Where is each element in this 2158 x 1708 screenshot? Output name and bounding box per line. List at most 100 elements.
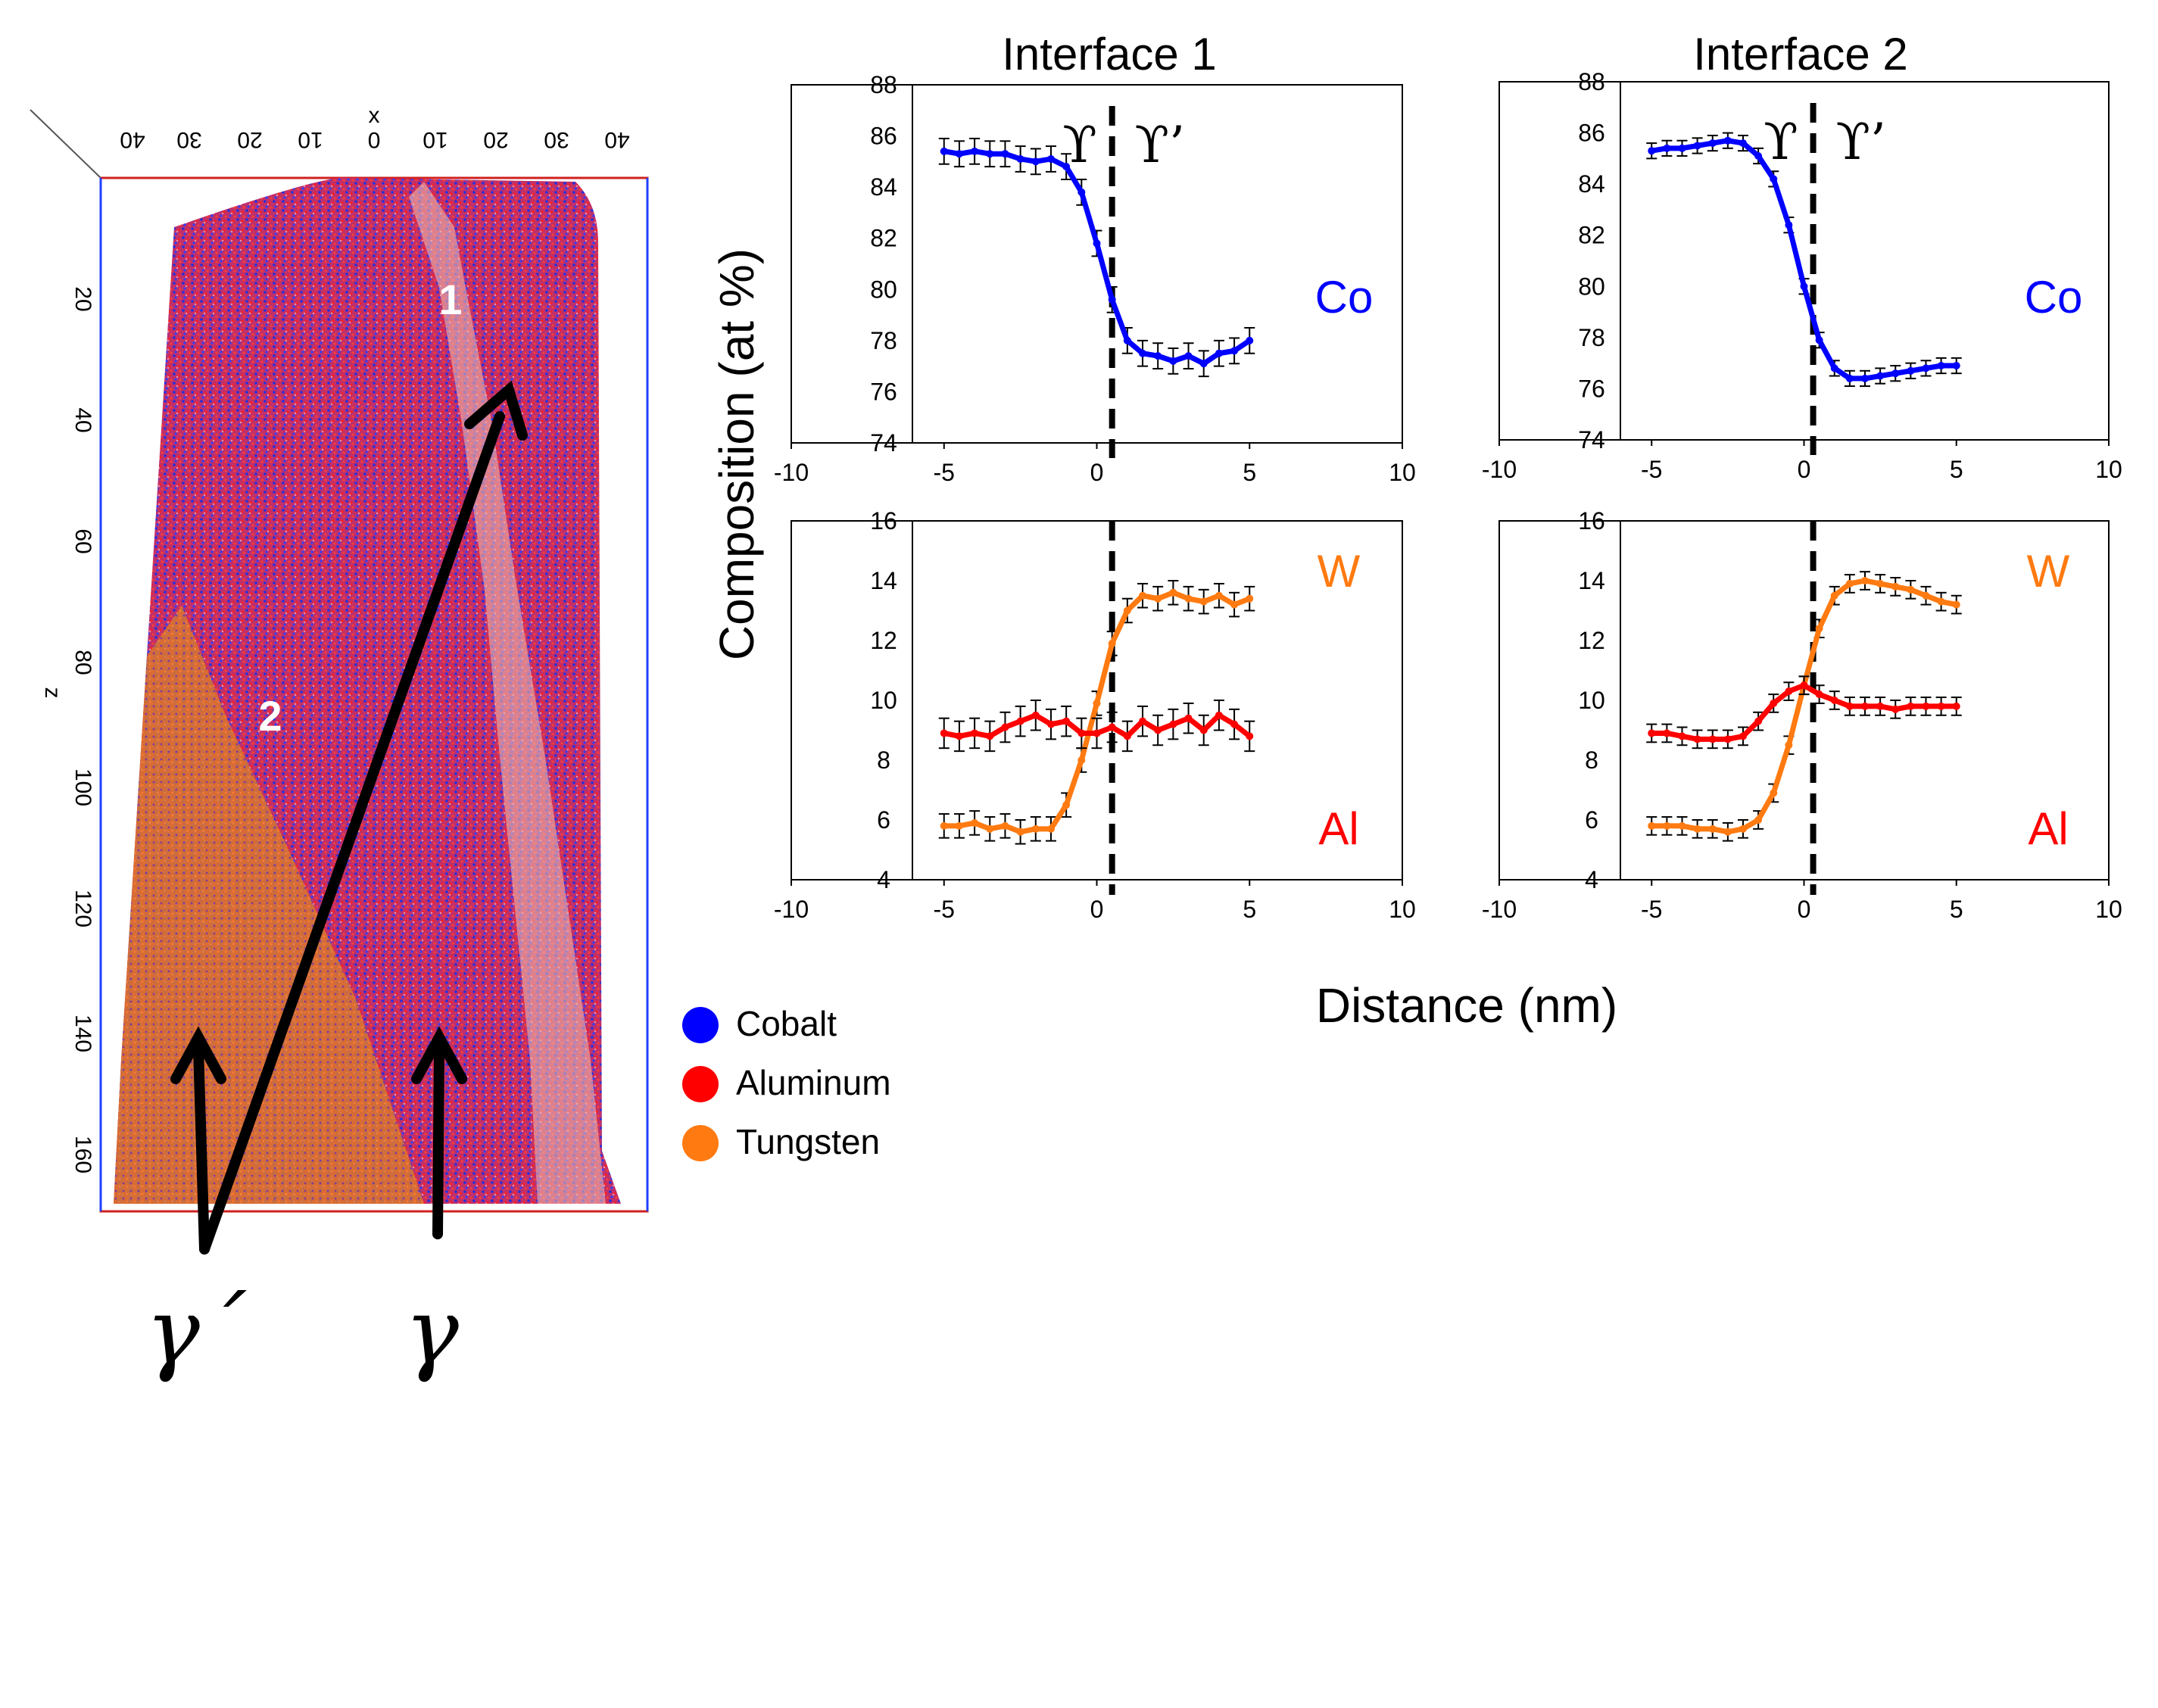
- gamma-phase-label: γ: [404, 1279, 459, 1385]
- recon-z-tick-label: 160: [70, 1136, 95, 1173]
- gamma-prime-phase-label: γ´: [145, 1279, 247, 1385]
- data-point: [1907, 702, 1915, 710]
- gamma-arrowhead: [411, 1026, 467, 1084]
- data-point: [1215, 349, 1223, 357]
- data-point: [1845, 579, 1854, 588]
- series-al: [1646, 675, 1962, 750]
- x-tick-label: 10: [2095, 456, 2122, 483]
- atom-map-reconstruction: x 40 30 20 10 0 10 20 30 40 z 204060801001201401…: [30, 103, 649, 1385]
- recon-z-tick-label: 100: [70, 768, 95, 806]
- series-line-co: [1651, 138, 1957, 382]
- y-tick-label: 84: [1578, 170, 1605, 198]
- x-tick-label: 10: [2095, 896, 2122, 923]
- y-tick-label: 82: [870, 225, 897, 252]
- shared-x-axis-label: Distance (nm): [1316, 978, 1617, 1033]
- data-point: [971, 147, 979, 155]
- data-point: [1001, 150, 1009, 158]
- y-tick-label: 12: [1578, 627, 1605, 654]
- data-point: [1199, 726, 1208, 734]
- data-point: [1693, 142, 1701, 150]
- data-point: [1077, 756, 1086, 764]
- data-point: [1845, 374, 1854, 382]
- data-point: [1891, 582, 1900, 591]
- data-point: [1693, 824, 1701, 833]
- recon-x-tick-label: 30: [176, 127, 201, 152]
- x-tick-label: 5: [1950, 456, 1963, 483]
- data-point: [1108, 723, 1116, 731]
- data-point: [1154, 352, 1162, 360]
- recon-z-tick-label: 120: [70, 890, 95, 927]
- data-point: [1215, 711, 1223, 719]
- y-tick-label: 86: [870, 123, 897, 150]
- data-point: [1785, 741, 1793, 750]
- data-point: [1708, 824, 1717, 833]
- recon-x-ticks: 40 30 20 10 0 10 20 30 40: [120, 127, 629, 152]
- interface-2-co-panel: 74 76 78 80 82 84 86 88 -10 -5 0 5 10 ϒ ϒ’ Co: [1482, 68, 2122, 483]
- data-point: [1770, 789, 1778, 797]
- data-point: [1937, 597, 1945, 606]
- data-point: [1739, 824, 1747, 833]
- shared-y-axis-label: Composition (at %): [709, 248, 764, 660]
- y-tick-label: 78: [870, 327, 897, 354]
- data-point: [1907, 366, 1915, 375]
- data-point: [1708, 139, 1717, 148]
- data-point: [1154, 594, 1162, 603]
- data-point: [955, 821, 963, 830]
- series-al: [938, 700, 1255, 753]
- data-point: [1815, 336, 1823, 344]
- y-tick-label: 12: [870, 627, 897, 654]
- data-point: [1046, 824, 1055, 833]
- y-tick-label: 76: [870, 378, 897, 405]
- data-point: [955, 732, 963, 740]
- data-point: [1123, 606, 1131, 615]
- data-point: [1154, 726, 1162, 734]
- perspective-edge: [30, 109, 101, 179]
- data-point: [1139, 591, 1147, 600]
- data-point: [1876, 372, 1885, 380]
- data-point: [1937, 362, 1945, 370]
- x-tick-label: 5: [1243, 896, 1256, 923]
- interface-1-surface: [409, 182, 606, 1204]
- element-legend: Cobalt Aluminum Tungsten: [682, 1004, 891, 1161]
- data-point: [1663, 821, 1671, 830]
- data-point: [1077, 729, 1086, 737]
- x-tick-label: -10: [1482, 456, 1517, 483]
- interface-2-title: Interface 2: [1693, 29, 1908, 79]
- y-tick-label: 74: [1578, 426, 1605, 453]
- recon-z-tick-label: 40: [70, 407, 95, 432]
- series-co: [938, 137, 1255, 378]
- data-point: [1739, 732, 1747, 740]
- data-point: [1891, 369, 1900, 378]
- profile-direction-arrow: [199, 411, 505, 1255]
- x-tick-label: -10: [1482, 896, 1517, 923]
- legend-aluminum-marker: [682, 1066, 719, 1102]
- recon-x-tick-label: 10: [298, 127, 323, 152]
- x-tick-label: 10: [1389, 896, 1416, 923]
- gamma-marker: ϒ: [1764, 113, 1798, 171]
- data-point: [940, 821, 948, 830]
- data-point: [1199, 360, 1208, 368]
- data-point: [1708, 735, 1717, 743]
- x-tick-label: 5: [1950, 896, 1963, 923]
- recon-x-tick-label: 0: [368, 127, 381, 152]
- legend-tungsten-marker: [682, 1125, 719, 1161]
- data-point: [1678, 821, 1686, 830]
- x-tick-label: 0: [1090, 896, 1104, 923]
- data-point: [1922, 702, 1930, 710]
- data-point: [1062, 801, 1071, 809]
- y-tick-label: 88: [1578, 68, 1605, 95]
- y-tick-label: 10: [870, 687, 897, 714]
- x-tick-label: -5: [1641, 456, 1662, 483]
- x-tick-label: 0: [1798, 896, 1811, 923]
- data-point: [1062, 717, 1071, 725]
- y-tick-label: 84: [870, 173, 897, 201]
- y-tick-label: 88: [870, 71, 897, 98]
- data-point: [1062, 163, 1071, 171]
- data-point: [1016, 828, 1024, 836]
- data-point: [1199, 597, 1208, 606]
- legend-aluminum-label: Aluminum: [736, 1063, 891, 1102]
- data-point: [986, 732, 994, 740]
- interface-1-w-al-panel: 4 6 8 10 12 14 16 -10 -5 0 5 10 W Al: [774, 507, 1416, 923]
